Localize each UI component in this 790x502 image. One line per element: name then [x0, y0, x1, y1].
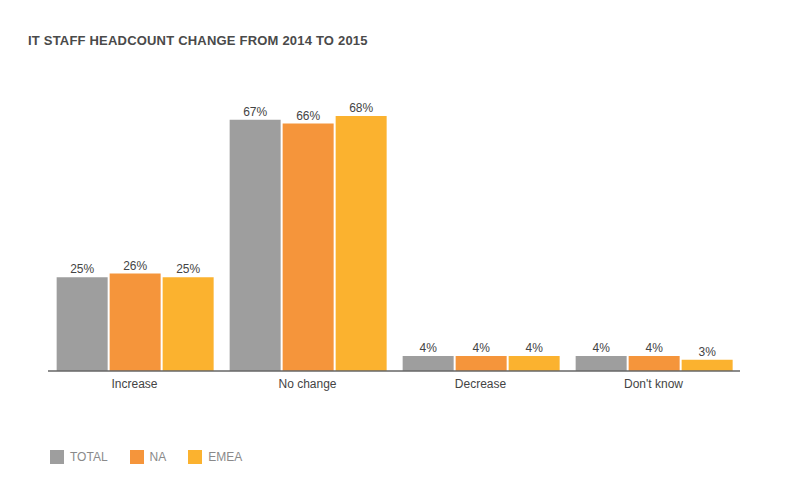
svg-text:25%: 25% [176, 262, 200, 276]
svg-text:3%: 3% [698, 345, 716, 359]
svg-text:66%: 66% [296, 109, 320, 123]
svg-text:4%: 4% [525, 341, 543, 355]
svg-text:4%: 4% [419, 341, 437, 355]
svg-text:Don't know: Don't know [624, 377, 683, 391]
svg-text:No change: No change [278, 377, 336, 391]
svg-text:4%: 4% [472, 341, 490, 355]
svg-text:Decrease: Decrease [455, 377, 507, 391]
html-text:EMEA: EMEA [208, 450, 243, 464]
svg-text:26%: 26% [123, 259, 147, 273]
svg-text:4%: 4% [592, 341, 610, 355]
svg-text:Increase: Increase [111, 377, 157, 391]
html-text:NA: NA [149, 450, 167, 464]
svg-text:68%: 68% [349, 101, 373, 115]
svg-text:4%: 4% [645, 341, 663, 355]
svg-text:25%: 25% [70, 262, 94, 276]
html-text:IT STAFF HEADCOUNT CHANGE FROM: IT STAFF HEADCOUNT CHANGE FROM 2014 TO 2… [28, 33, 368, 48]
svg-text:67%: 67% [243, 105, 267, 119]
html-text:TOTAL: TOTAL [70, 450, 108, 464]
